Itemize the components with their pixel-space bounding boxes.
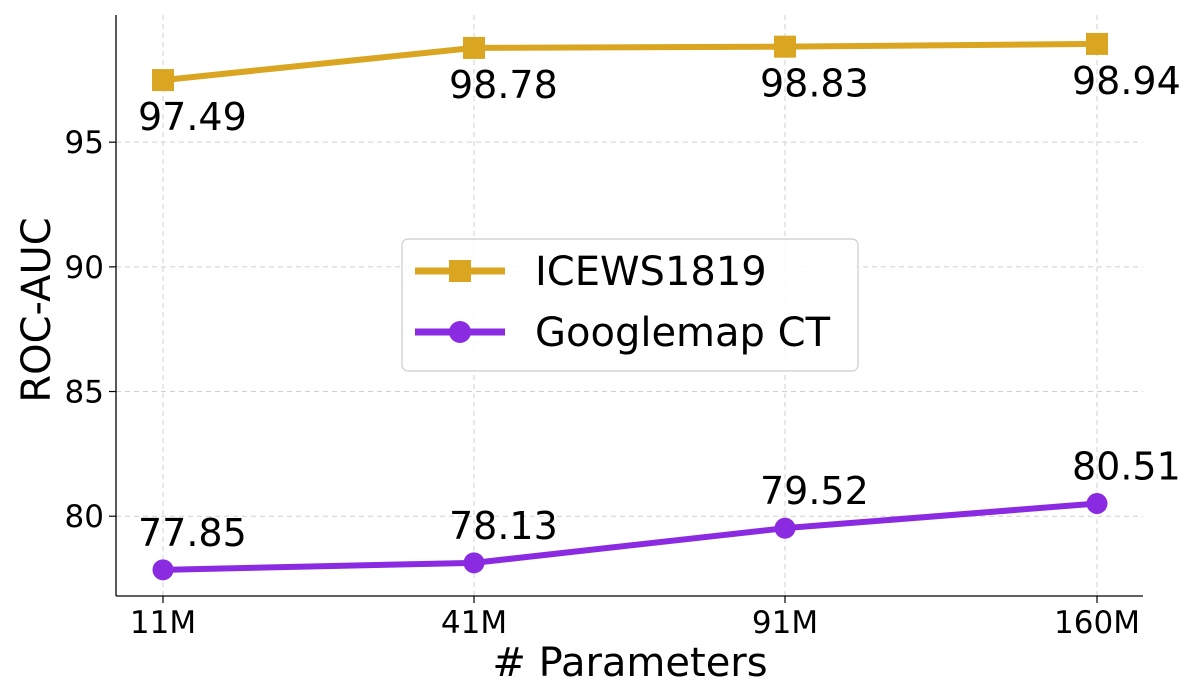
data-point-circle-marker [152,559,174,581]
data-value-label: 77.85 [138,511,247,555]
data-point-circle-marker [774,517,796,539]
data-point-square-marker [774,35,796,58]
data-point-square-marker [1086,32,1108,55]
y-tick-label: 90 [65,250,104,286]
y-axis-title: ROC-AUC [14,217,60,402]
legend-entry-icews1819: ICEWS1819 [415,249,767,295]
axes-layer: 80 85 90 95 11M 41M 91M 160M [65,15,1143,641]
data-value-label: 98.78 [449,63,558,107]
y-tick-label: 95 [65,125,104,161]
x-tick-label: 11M [130,605,196,641]
x-tick-label: 91M [752,605,818,641]
legend: ICEWS1819 Googlemap CT [401,238,859,372]
legend-circle-marker-icon [449,321,471,343]
y-tick-label: 85 [65,375,104,411]
data-value-label: 79.52 [760,469,869,513]
data-value-label: 97.49 [138,95,247,139]
data-point-square-marker [463,36,485,59]
series-line-1 [160,500,1100,573]
data-value-label: 98.83 [760,62,869,106]
legend-square-marker-icon [449,260,471,282]
data-point-circle-marker [1086,492,1108,514]
legend-label-icews1819: ICEWS1819 [535,249,767,295]
legend-entry-googlemap-ct: Googlemap CT [415,310,831,356]
data-value-label: 78.13 [449,504,558,548]
data-point-circle-marker [463,552,485,574]
y-tick-label: 80 [65,499,104,535]
data-labels-layer: 97.49 98.78 98.83 98.94 77.85 78.13 79.52 80.51 [138,59,1181,555]
series-line-0 [160,40,1100,84]
data-value-label: 80.51 [1072,444,1181,488]
x-axis-title: # Parameters [492,640,767,686]
legend-frame [401,238,859,372]
x-tick-label: 41M [441,605,507,641]
series-layer [152,32,1108,581]
data-value-label: 98.94 [1072,59,1181,103]
legend-label-googlemap-ct: Googlemap CT [535,310,831,356]
x-tick-label: 160M [1054,605,1140,641]
data-point-square-marker [152,69,174,92]
